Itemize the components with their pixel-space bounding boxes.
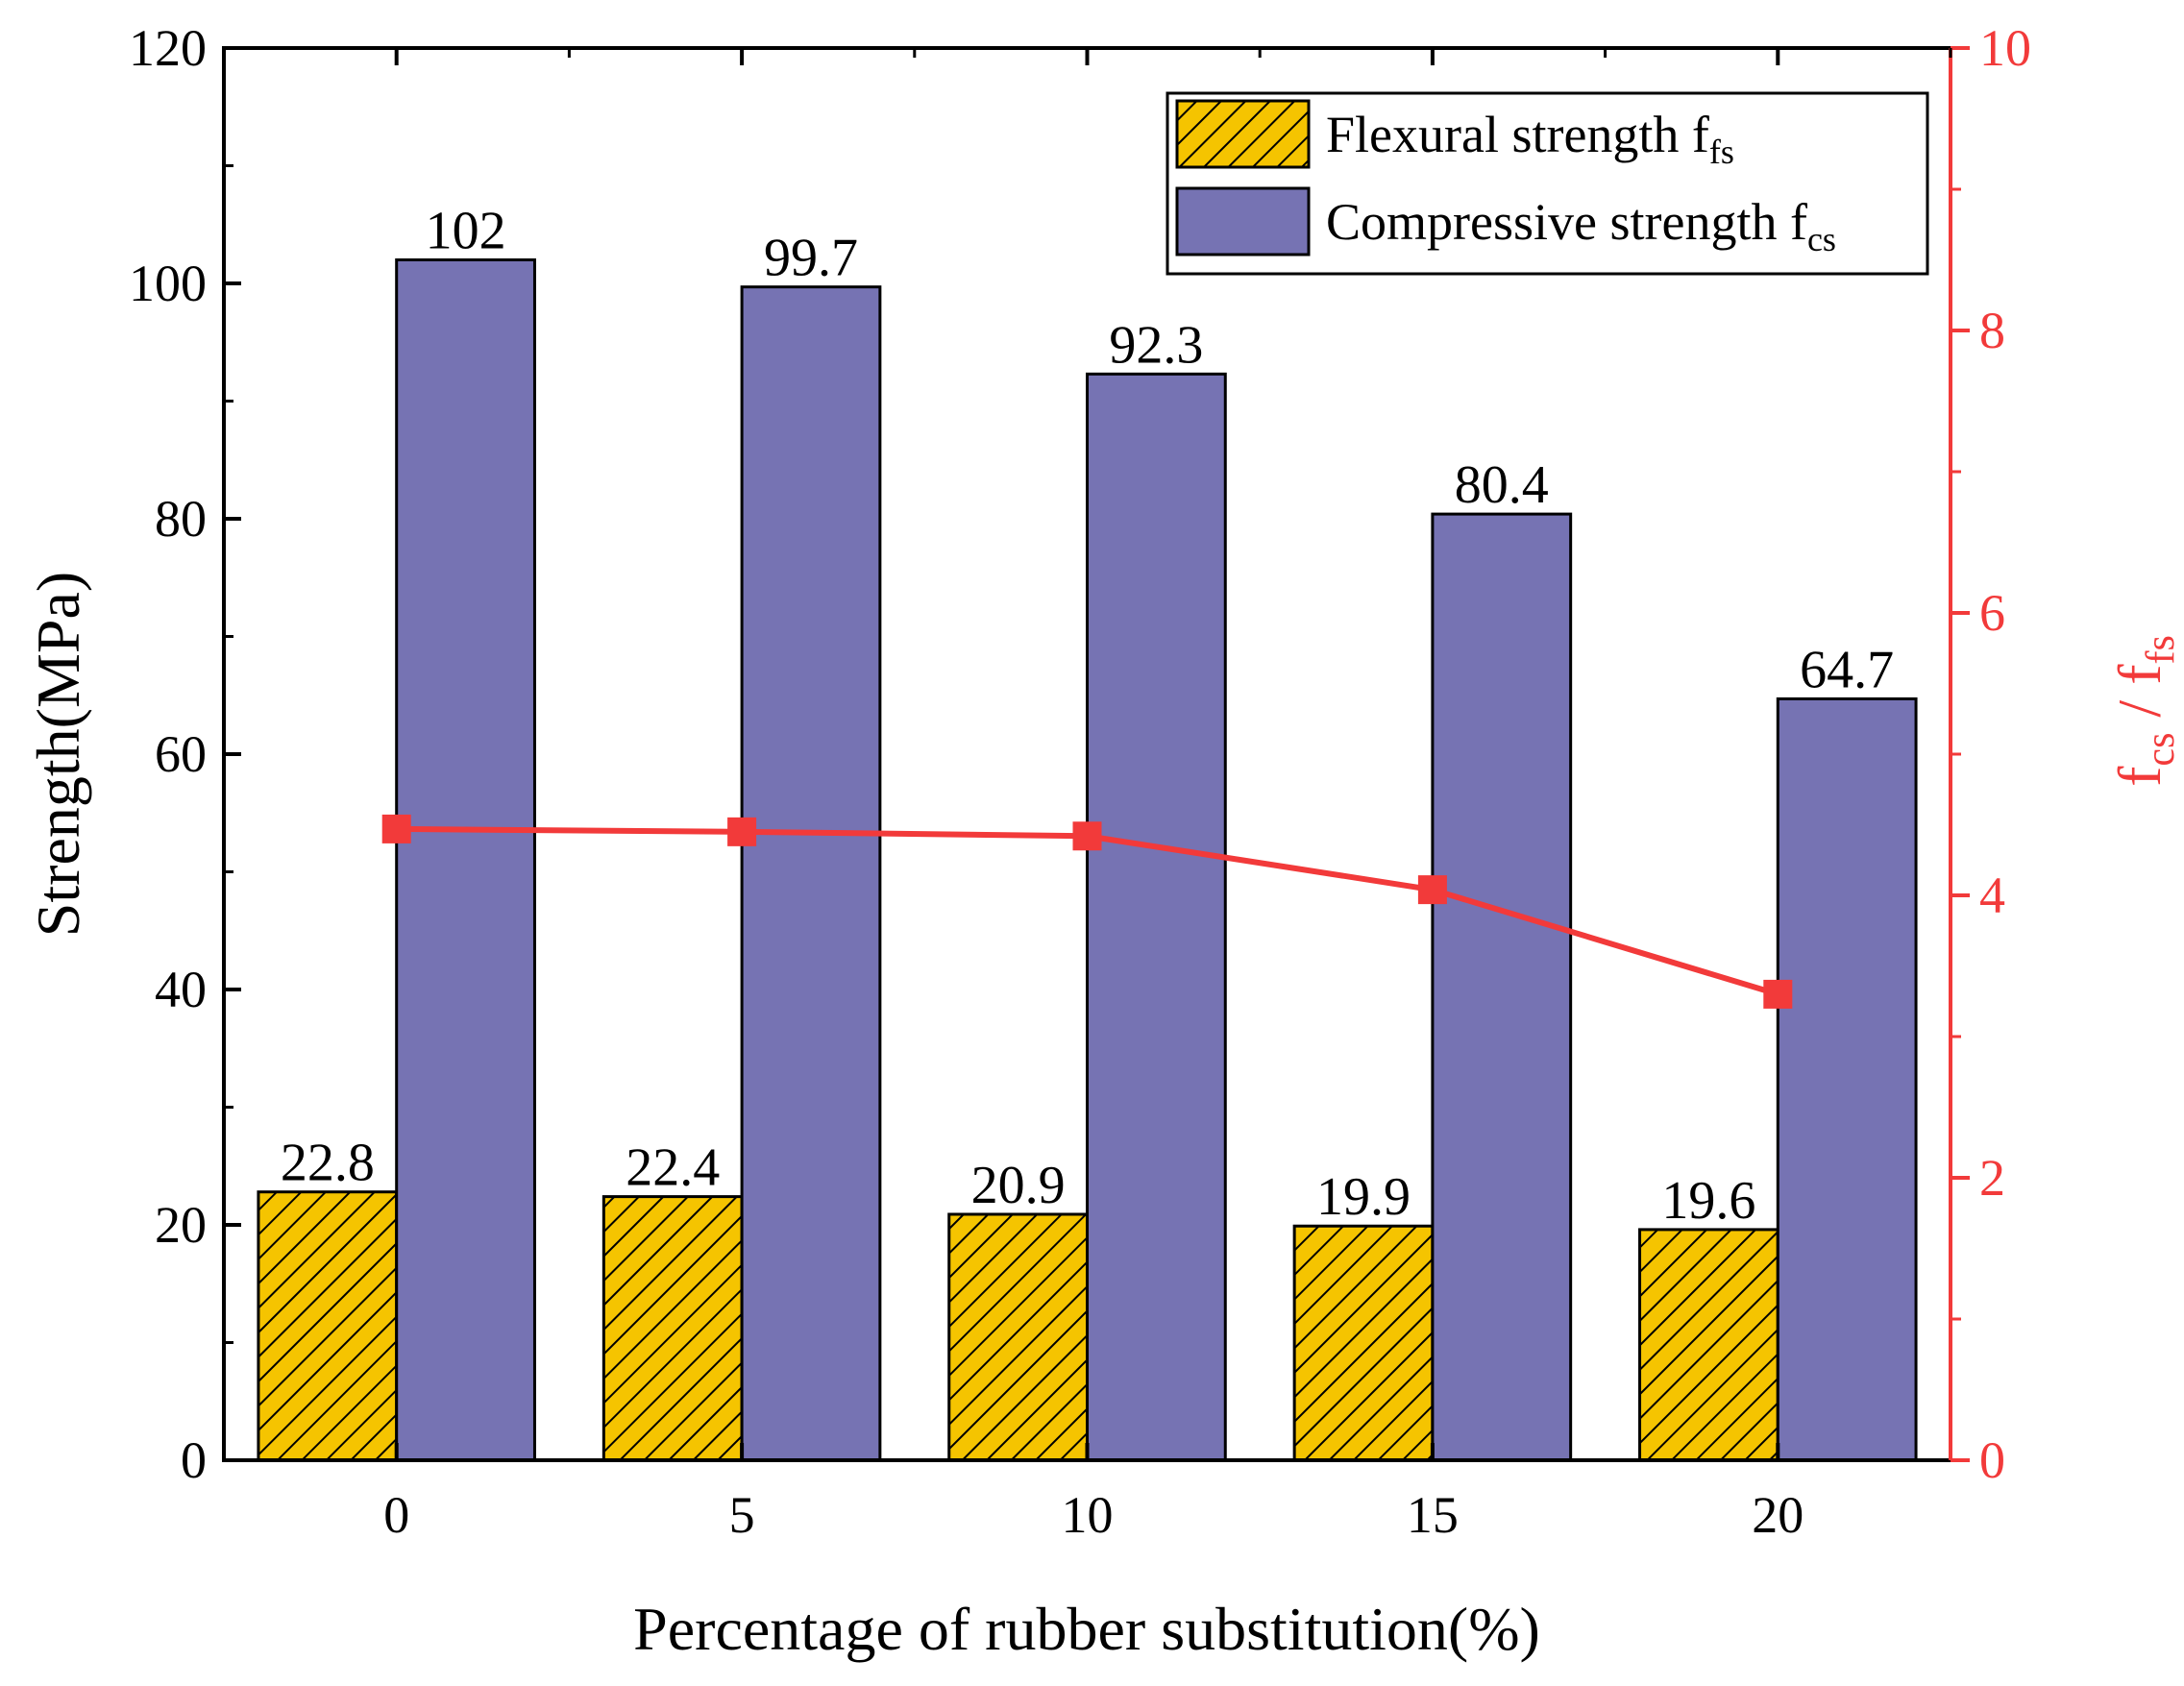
data-label-flexural-5: 22.4	[626, 1138, 720, 1198]
x-tick-label-20: 20	[1752, 1486, 1804, 1544]
y2-title-a-sub: cs	[2139, 733, 2183, 767]
ratio-line-layer	[381, 814, 1793, 1009]
y-tick-label-80: 80	[155, 490, 207, 548]
bars-layer	[257, 258, 1918, 1462]
bar-compressive-10	[1086, 372, 1227, 1462]
y2-tick-label-4: 4	[1979, 867, 2005, 924]
y2-tick-label-2: 2	[1979, 1149, 2005, 1207]
legend-label-flexural: Flexural strength ffs	[1326, 106, 1734, 171]
y2-axis-title: fcs / ffs	[2105, 635, 2183, 787]
y2-title-sep: /	[2105, 685, 2173, 733]
bar-flexural-10	[947, 1212, 1089, 1462]
y-tick-label-120: 120	[129, 19, 207, 77]
data-label-compressive-10: 92.3	[1109, 315, 1203, 375]
legend: Flexural strength ffs Compressive streng…	[1166, 91, 1929, 276]
bar-compressive-15	[1431, 512, 1573, 1462]
y2-tick-label-10: 10	[1979, 19, 2031, 77]
bar-compressive-5	[740, 285, 882, 1462]
y-tick-label-20: 20	[155, 1196, 207, 1254]
y-tick-label-60: 60	[155, 725, 207, 783]
bar-compressive-0	[395, 258, 536, 1462]
data-label-compressive-15: 80.4	[1455, 455, 1549, 515]
y2-tick-label-0: 0	[1979, 1431, 2005, 1489]
y2-tick-label-6: 6	[1979, 584, 2005, 642]
x-axis-title: Percentage of rubber substitution(%)	[633, 1595, 1540, 1663]
data-label-compressive-20: 64.7	[1800, 640, 1894, 699]
ratio-point-20	[1763, 979, 1793, 1009]
ratio-point-15	[1417, 875, 1447, 905]
y-axis-title: Strength(MPa)	[24, 572, 92, 937]
x-tick-label-15: 15	[1407, 1486, 1459, 1544]
ratio-point-0	[381, 814, 411, 843]
y-tick-label-40: 40	[155, 961, 207, 1018]
bar-compressive-20	[1776, 696, 1918, 1462]
legend-label-compressive: Compressive strength fcs	[1326, 193, 1836, 258]
legend-swatch-flexural	[1175, 99, 1311, 169]
data-label-flexural-10: 20.9	[971, 1156, 1066, 1215]
ratio-point-10	[1072, 821, 1102, 851]
x-tick-label-0: 0	[383, 1486, 409, 1544]
bar-flexural-20	[1638, 1228, 1779, 1462]
bar-flexural-5	[601, 1195, 744, 1462]
y2-title-a: f	[2105, 766, 2173, 787]
data-label-flexural-0: 22.8	[281, 1134, 375, 1193]
data-labels-layer: 22.8 102 22.4 99.7 20.9 92.3 19.9 80.4 19.6 64.7	[281, 202, 1894, 1231]
data-label-compressive-5: 99.7	[764, 229, 858, 288]
data-label-compressive-0: 102	[426, 202, 506, 261]
ratio-point-5	[727, 817, 757, 846]
legend-swatch-compressive	[1175, 186, 1311, 257]
x-tick-label-10: 10	[1062, 1486, 1114, 1544]
y2-title-b-sub: fs	[2139, 635, 2183, 664]
x-tick-label-5: 5	[729, 1486, 755, 1544]
y2-title-b: f	[2105, 664, 2173, 685]
y-tick-label-100: 100	[129, 255, 207, 312]
bar-flexural-15	[1292, 1224, 1435, 1462]
y-tick-label-0: 0	[181, 1431, 207, 1489]
y2-tick-label-8: 8	[1979, 302, 2005, 359]
data-label-flexural-20: 19.6	[1661, 1171, 1755, 1231]
data-label-flexural-15: 19.9	[1316, 1167, 1411, 1227]
bar-flexural-0	[257, 1190, 399, 1462]
